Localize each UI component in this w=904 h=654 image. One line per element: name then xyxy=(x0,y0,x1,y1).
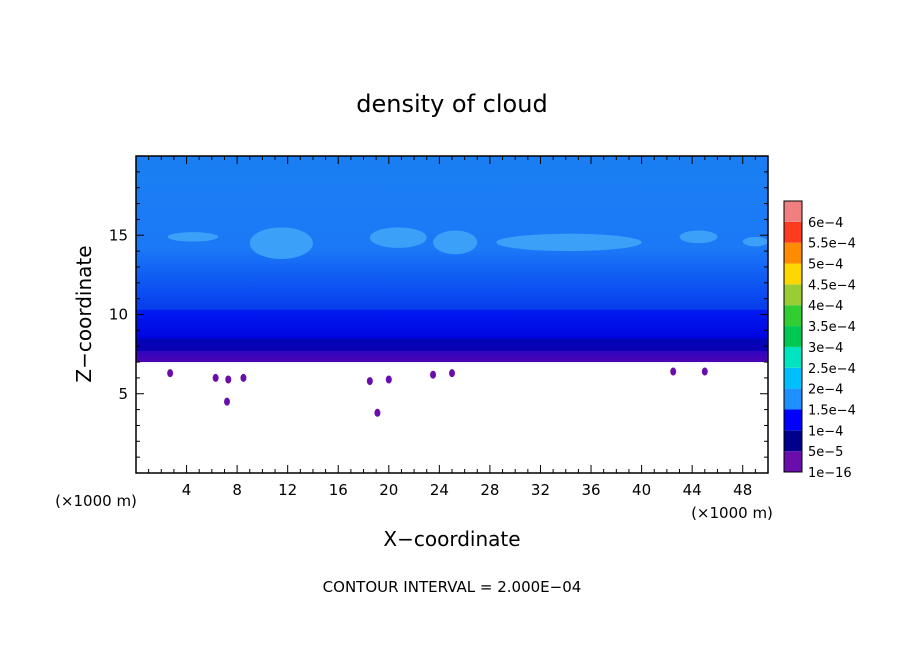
cloud-wisp xyxy=(385,375,392,384)
colorbar-label: 5.5e−4 xyxy=(808,237,856,252)
colorbar-swatch xyxy=(784,201,802,222)
density-layer xyxy=(136,338,768,351)
colorbar-swatch xyxy=(784,367,802,389)
colorbar-swatch xyxy=(784,451,802,472)
density-patch xyxy=(369,227,427,248)
cloud-wisp xyxy=(167,369,174,378)
cloud-wisp xyxy=(212,373,219,382)
colorbar-swatch xyxy=(784,284,802,306)
cloud-wisp xyxy=(225,375,232,384)
colorbar-swatch xyxy=(784,305,802,327)
colorbar-swatch xyxy=(784,409,802,431)
x-tick-label: 8 xyxy=(232,481,242,499)
colorbar-swatch xyxy=(784,242,802,264)
density-patch xyxy=(249,227,313,260)
colorbar-label: 1e−4 xyxy=(808,424,843,439)
colorbar-frame xyxy=(783,200,803,473)
x-unit-left: (×1000 m) xyxy=(55,492,137,510)
chart-title: density of cloud xyxy=(356,90,547,118)
y-tick-label: 15 xyxy=(109,226,128,244)
x-tick-label: 32 xyxy=(531,481,550,499)
colorbar-swatch xyxy=(784,326,802,347)
x-tick-label: 36 xyxy=(581,481,600,499)
x-axis-label: X−coordinate xyxy=(383,527,520,551)
cloud-wisp xyxy=(430,370,437,379)
density-patch xyxy=(679,230,718,244)
cloud-wisp xyxy=(240,373,247,382)
colorbar-label: 3.5e−4 xyxy=(808,320,856,335)
x-tick-label: 16 xyxy=(329,481,348,499)
x-tick-label: 40 xyxy=(632,481,651,499)
cloud-wisp xyxy=(224,397,231,406)
colorbar-swatch xyxy=(784,263,802,285)
x-tick-label: 44 xyxy=(683,481,702,499)
x-tick-label: 48 xyxy=(733,481,752,499)
colorbar-swatch xyxy=(784,430,802,452)
density-patch xyxy=(167,232,219,242)
colorbar-label: 3e−4 xyxy=(808,341,843,356)
colorbar-swatch xyxy=(784,388,802,410)
colorbar: 1e−16 5e−5 1e−4 1.5e−4 2e−4 2.5e−4 3e−4 3.5e−4 4… xyxy=(783,200,856,481)
colorbar-label: 5e−4 xyxy=(808,258,843,273)
x-tick-label: 20 xyxy=(379,481,398,499)
cloud-wisp xyxy=(374,408,381,417)
cloud-field xyxy=(136,156,768,363)
colorbar-label: 6e−4 xyxy=(808,216,843,231)
plot-area xyxy=(136,156,768,473)
x-tick-label: 24 xyxy=(430,481,449,499)
x-tick-label: 12 xyxy=(278,481,297,499)
density-patch xyxy=(496,233,642,252)
colorbar-label: 4e−4 xyxy=(808,299,843,314)
colorbar-label: 4.5e−4 xyxy=(808,278,856,293)
colorbar-label: 2.5e−4 xyxy=(808,362,856,377)
x-unit-right: (×1000 m) xyxy=(691,504,773,522)
density-layer xyxy=(136,350,768,363)
cloud-wisp xyxy=(366,377,373,386)
colorbar-swatch xyxy=(784,346,802,368)
density-patch xyxy=(742,236,768,247)
cloud-wisp xyxy=(701,367,708,376)
density-layer xyxy=(136,309,768,339)
y-axis-label: Z−coordinate xyxy=(72,245,96,382)
cloud-wisp xyxy=(670,367,677,376)
colorbar-swatch xyxy=(784,221,802,243)
x-tick-label: 28 xyxy=(480,481,499,499)
colorbar-label: 1.5e−4 xyxy=(808,403,856,418)
colorbar-label: 2e−4 xyxy=(808,383,843,398)
y-tick-label: 10 xyxy=(109,306,128,324)
colorbar-label: 1e−16 xyxy=(808,466,852,481)
x-tick-label: 4 xyxy=(182,481,192,499)
density-patch xyxy=(433,230,478,255)
cloud-wisp xyxy=(449,369,455,378)
y-tick-label: 5 xyxy=(118,385,128,403)
contour-interval: CONTOUR INTERVAL = 2.000E−04 xyxy=(323,578,582,596)
colorbar-label: 5e−5 xyxy=(808,445,843,460)
